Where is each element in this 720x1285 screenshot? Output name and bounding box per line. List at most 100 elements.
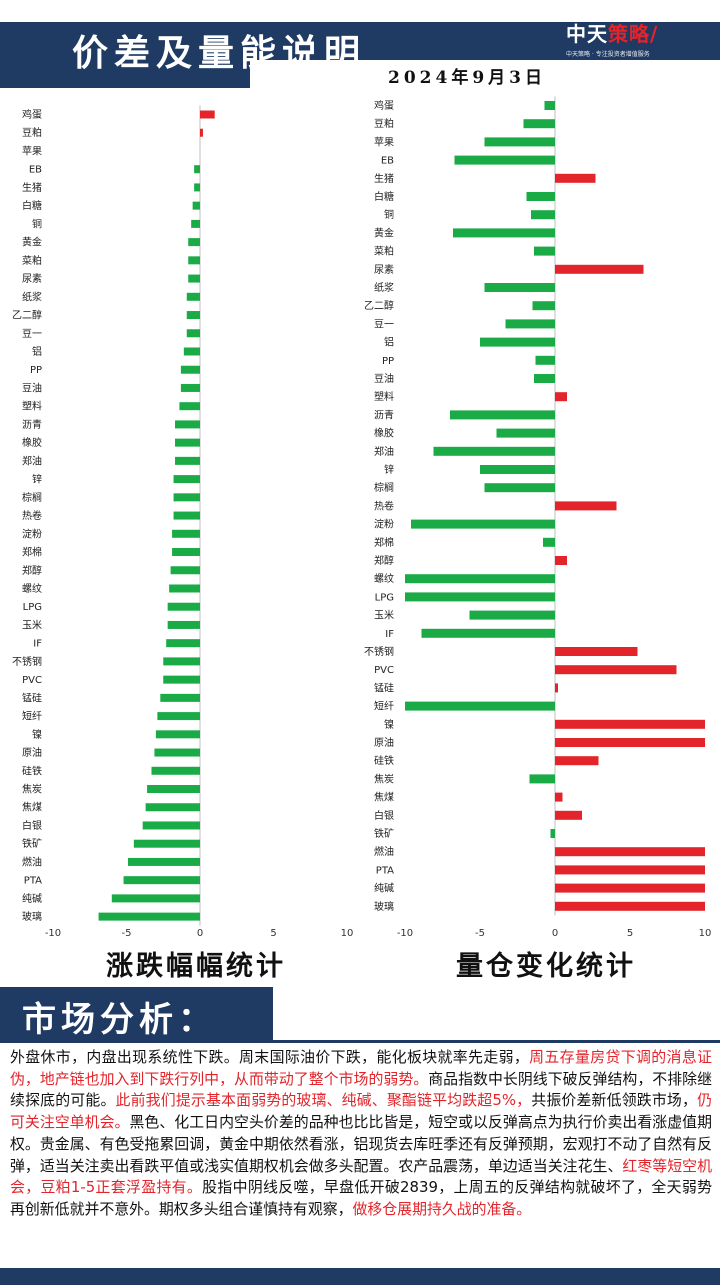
- change-category-label: 锰硅: [22, 691, 42, 704]
- volume-bar: [555, 810, 582, 820]
- header-top-strip: [0, 0, 720, 22]
- change-category-label: 黄金: [22, 236, 42, 249]
- change-tick-label: 0: [197, 928, 203, 939]
- volume-bar: [555, 738, 705, 747]
- volume-category-label: 铁矿: [374, 827, 394, 840]
- change-bar: [200, 128, 203, 137]
- volume-bar: [555, 792, 563, 802]
- volume-bar: [555, 883, 705, 893]
- analysis-highlight: 做移仓展期持久战的准备。: [352, 1199, 532, 1218]
- footer-bar: [0, 1268, 720, 1285]
- volume-category-label: LPG: [375, 592, 394, 603]
- volume-category-label: 郑油: [374, 445, 394, 458]
- volume-category-label: 镍: [384, 718, 394, 731]
- change-bar: [170, 566, 200, 575]
- volume-category-label: 乙二醇: [364, 299, 394, 312]
- change-category-label: 鸡蛋: [22, 108, 42, 121]
- change-category-label: 乙二醇: [12, 309, 42, 322]
- volume-bar: [469, 610, 555, 620]
- change-category-label: 豆一: [22, 328, 42, 340]
- volume-category-label: 郑棉: [374, 536, 394, 549]
- change-bar: [175, 420, 200, 429]
- analysis-segment: 外盘休市，内盘出现系统性下跌。周末国际油价下跌，能化板块就率先走弱，: [10, 1048, 530, 1066]
- change-category-label: 郑油: [22, 454, 42, 467]
- change-category-label: PP: [30, 365, 42, 376]
- section-rule: [273, 1040, 720, 1043]
- change-bar: [172, 548, 200, 557]
- change-category-label: 白糖: [22, 199, 42, 212]
- change-tick-label: 10: [341, 928, 354, 939]
- change-bar: [151, 766, 200, 775]
- volume-category-label: 锌: [384, 463, 394, 476]
- change-bar: [167, 602, 200, 611]
- volume-category-label: 棕榈: [374, 481, 394, 494]
- analysis-segment: 黑色、化工日内空头价差的品种也比比皆是，短空或以反弹高点为执行价卖出看涨虚值期权…: [10, 1113, 712, 1175]
- change-bar: [188, 256, 200, 265]
- volume-tick-label: -10: [397, 928, 413, 939]
- change-tick-label: -10: [45, 928, 61, 939]
- volume-bar: [405, 592, 555, 602]
- change-bar: [173, 475, 200, 484]
- change-tick-label: -5: [122, 928, 132, 939]
- change-bar: [155, 730, 200, 739]
- change-category-label: 玻璃: [22, 910, 42, 923]
- volume-bar: [505, 319, 555, 329]
- volume-category-label: 原油: [374, 736, 394, 749]
- change-category-label: 菜粕: [22, 254, 42, 267]
- volume-category-label: 郑醇: [374, 554, 394, 567]
- change-category-label: 橡胶: [22, 436, 42, 449]
- change-bar: [179, 402, 200, 411]
- change-bar: [192, 201, 200, 210]
- change-category-label: 短纤: [22, 710, 42, 723]
- analysis-segment: 共振价差新低领跌市场，: [531, 1091, 698, 1110]
- change-bar: [154, 748, 200, 757]
- change-category-label: 焦炭: [22, 783, 42, 796]
- change-category-label: 锌: [32, 473, 42, 486]
- change-bar: [160, 693, 200, 702]
- change-bar: [145, 803, 200, 812]
- volume-category-label: 硅铁: [374, 754, 394, 767]
- volume-category-label: 铜: [384, 209, 394, 221]
- change-category-label: 热卷: [22, 509, 42, 522]
- change-bar: [194, 183, 200, 192]
- logo-tagline: 中天策略 · 专注投资者增值服务: [566, 51, 650, 58]
- change-category-label: 铁矿: [22, 837, 42, 850]
- volume-bar: [496, 428, 555, 438]
- volume-category-label: 鸡蛋: [374, 99, 394, 112]
- volume-category-label: PP: [382, 356, 394, 367]
- change-bar: [147, 785, 200, 794]
- volume-category-label: 锰硅: [374, 681, 394, 694]
- change-bar: [163, 675, 200, 684]
- change-category-label: 苹果: [22, 144, 42, 157]
- volume-category-label: 不锈钢: [364, 645, 394, 658]
- volume-bar: [555, 719, 705, 729]
- analysis-segment: 股指中阴线反噬，早盘低开破2839，上周五的反弹结构就破坏了，全天弱势再创新低就…: [10, 1178, 712, 1218]
- change-category-label: 豆油: [22, 381, 42, 394]
- volume-bar: [555, 501, 617, 511]
- volume-bar: [555, 865, 705, 875]
- change-category-label: 不锈钢: [12, 655, 42, 668]
- change-category-label: 沥青: [22, 418, 42, 431]
- volume-bar: [411, 519, 555, 529]
- change-category-label: PVC: [22, 675, 42, 686]
- volume-tick-label: 10: [699, 928, 712, 939]
- volume-category-label: 白银: [374, 809, 394, 822]
- volume-bar: [555, 556, 567, 565]
- change-bar: [186, 311, 200, 320]
- change-bar: [127, 857, 200, 866]
- change-bar: [173, 493, 200, 502]
- volume-tick-label: 0: [552, 928, 558, 939]
- change-category-label: 白银: [22, 819, 42, 832]
- volume-category-label: 豆油: [374, 372, 394, 385]
- chart-title-change: 涨跌幅幅统计: [106, 951, 286, 982]
- volume-bar: [555, 756, 599, 766]
- volume-category-label: 螺纹: [374, 572, 394, 585]
- change-bar: [123, 876, 200, 885]
- volume-bar: [555, 665, 677, 675]
- change-category-label: 生猪: [22, 181, 42, 194]
- volume-bar: [480, 465, 555, 474]
- volume-category-label: 黄金: [374, 226, 394, 239]
- volume-bar: [405, 574, 555, 584]
- change-category-label: 棕榈: [22, 491, 42, 504]
